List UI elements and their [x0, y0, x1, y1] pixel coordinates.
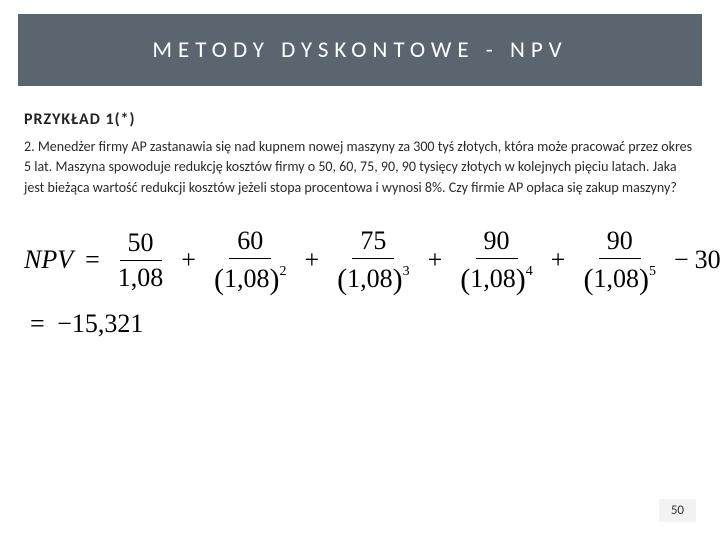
term-1-den: 1,08 — [110, 261, 172, 293]
term-5: 90 (1,08)5 — [575, 226, 664, 295]
term-5-num: 90 — [599, 226, 641, 259]
tail-constant: 300 — [695, 245, 720, 275]
formula-lhs: NPV — [24, 245, 73, 275]
plus-2: + — [304, 245, 319, 275]
term-2-num: 60 — [229, 226, 271, 259]
plus-3: + — [428, 245, 443, 275]
term-1: 50 1,08 — [110, 228, 172, 293]
term-2-den: (1,08)2 — [206, 259, 295, 295]
minus-tail: − — [674, 245, 689, 275]
page-number: 50 — [659, 499, 696, 522]
equals-sign: = — [85, 245, 100, 275]
term-5-den: (1,08)5 — [575, 259, 664, 295]
problem-body: Menedżer firmy AP zastanawia się nad kup… — [24, 138, 692, 196]
term-4-den: (1,08)4 — [452, 259, 541, 295]
term-3-den: (1,08)3 — [329, 259, 418, 295]
plus-4: + — [551, 245, 566, 275]
term-1-num: 50 — [120, 228, 162, 261]
plus-1: + — [181, 245, 196, 275]
formula-row-main: NPV = 50 1,08 + 60 (1,08)2 + 75 (1,08)3 … — [24, 226, 702, 295]
term-4-num: 90 — [476, 226, 518, 259]
slide: METODY DYSKONTOWE - NPV PRZYKŁAD 1(*) 2.… — [0, 0, 720, 540]
example-subtitle: PRZYKŁAD 1(*) — [18, 110, 702, 129]
equals-result: = — [30, 309, 45, 338]
npv-result: −15,321 — [57, 309, 143, 338]
formula-result-row: = −15,321 — [24, 309, 702, 339]
npv-formula: NPV = 50 1,08 + 60 (1,08)2 + 75 (1,08)3 … — [18, 226, 702, 339]
slide-title-bar: METODY DYSKONTOWE - NPV — [18, 14, 702, 86]
problem-statement: 2. Menedżer firmy AP zastanawia się nad … — [18, 137, 702, 198]
term-3: 75 (1,08)3 — [329, 226, 418, 295]
slide-title: METODY DYSKONTOWE - NPV — [152, 36, 567, 64]
term-2: 60 (1,08)2 — [206, 226, 295, 295]
term-4: 90 (1,08)4 — [452, 226, 541, 295]
problem-number: 2. — [24, 138, 35, 155]
term-3-num: 75 — [352, 226, 394, 259]
